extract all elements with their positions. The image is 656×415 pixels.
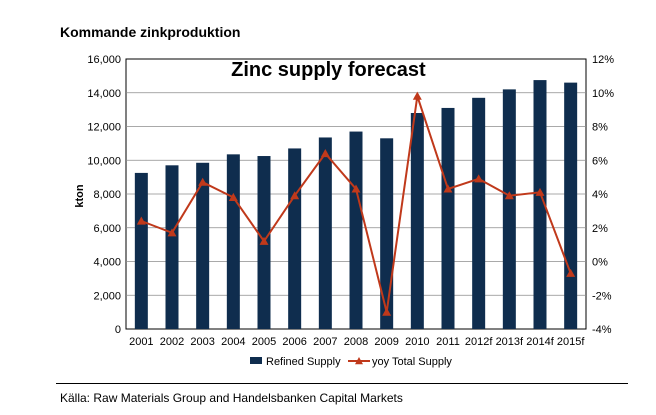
line-point-marker bbox=[259, 236, 269, 245]
bar-refined-supply bbox=[564, 82, 578, 329]
page-heading: Kommande zinkproduktion bbox=[60, 24, 241, 40]
x-tick-label: 2005 bbox=[252, 336, 276, 348]
x-tick-label: 2006 bbox=[282, 336, 306, 348]
right-axis-ticks: -4% -2% 0% 2% 4% 6% 8% 10% 12% bbox=[592, 54, 614, 336]
right-tick-label: 12% bbox=[592, 54, 614, 66]
line-point-marker bbox=[474, 174, 484, 183]
right-tick-label: 0% bbox=[592, 257, 608, 269]
left-tick-label: 12,000 bbox=[87, 122, 121, 134]
right-tick-label: 10% bbox=[592, 88, 614, 100]
line-series bbox=[136, 91, 576, 316]
right-tick-label: 6% bbox=[592, 155, 608, 167]
line-point-marker bbox=[382, 307, 392, 316]
bar-refined-supply bbox=[288, 148, 302, 329]
x-tick-label: 2014f bbox=[526, 336, 554, 348]
line-point-marker bbox=[290, 191, 300, 200]
line-point-marker bbox=[351, 184, 361, 193]
legend-bar-swatch bbox=[250, 357, 262, 364]
bar-refined-supply bbox=[349, 131, 363, 329]
left-axis-ticks: 0 2,000 4,000 6,000 8,000 10,000 12,000 14,000 1… bbox=[87, 54, 121, 336]
line-point-marker bbox=[443, 184, 453, 193]
bar-refined-supply bbox=[196, 162, 210, 329]
line-point-marker bbox=[504, 191, 514, 200]
bar-refined-supply bbox=[410, 113, 424, 329]
right-tick-label: -2% bbox=[592, 290, 612, 302]
x-tick-label: 2008 bbox=[344, 336, 368, 348]
left-tick-label: 10,000 bbox=[87, 155, 121, 167]
bar-refined-supply bbox=[165, 165, 179, 329]
line-point-marker bbox=[167, 228, 177, 237]
source-divider bbox=[56, 383, 628, 384]
bar-refined-supply bbox=[441, 107, 455, 329]
left-tick-label: 16,000 bbox=[87, 54, 121, 66]
right-tick-label: 8% bbox=[592, 122, 608, 134]
legend-line-marker bbox=[355, 357, 363, 365]
zinc-supply-chart: 0 2,000 4,000 6,000 8,000 10,000 12,000 14,000 1… bbox=[74, 54, 614, 368]
line-point-marker bbox=[566, 268, 576, 277]
line-point-marker bbox=[228, 192, 238, 201]
line-point-marker bbox=[198, 177, 208, 186]
bar-series bbox=[134, 80, 578, 329]
left-tick-label: 8,000 bbox=[93, 189, 121, 201]
left-tick-label: 6,000 bbox=[93, 223, 121, 235]
left-tick-label: 0 bbox=[115, 324, 121, 336]
x-tick-label: 2011 bbox=[436, 336, 460, 348]
x-tick-label: 2003 bbox=[190, 336, 214, 348]
bar-refined-supply bbox=[380, 138, 394, 329]
left-tick-label: 2,000 bbox=[93, 290, 121, 302]
left-tick-label: 14,000 bbox=[87, 88, 121, 100]
right-tick-label: 4% bbox=[592, 189, 608, 201]
x-tick-label: 2009 bbox=[374, 336, 398, 348]
x-tick-label: 2013f bbox=[496, 336, 524, 348]
bar-refined-supply bbox=[472, 97, 486, 329]
x-tick-label: 2007 bbox=[313, 336, 337, 348]
legend: Refined Supply yoy Total Supply bbox=[250, 356, 452, 368]
line-point-marker bbox=[136, 216, 146, 225]
bar-refined-supply bbox=[134, 172, 148, 329]
x-tick-label: 2002 bbox=[160, 336, 184, 348]
x-tick-label: 2012f bbox=[465, 336, 493, 348]
x-axis-ticks: 2001 2002 2003 2004 2005 2006 2007 2008 2009 2010… bbox=[129, 336, 585, 348]
bar-refined-supply bbox=[502, 89, 516, 329]
left-tick-label: 4,000 bbox=[93, 257, 121, 269]
legend-yoy-total-supply: yoy Total Supply bbox=[372, 356, 452, 368]
x-tick-label: 2004 bbox=[221, 336, 245, 348]
line-point-marker bbox=[320, 149, 330, 158]
x-tick-label: 2001 bbox=[129, 336, 153, 348]
bar-refined-supply bbox=[318, 137, 332, 329]
y-axis-label: kton bbox=[74, 184, 86, 208]
x-tick-label: 2010 bbox=[405, 336, 429, 348]
line-point-marker bbox=[535, 187, 545, 196]
chart-title: Zinc supply forecast bbox=[231, 59, 426, 81]
bar-refined-supply bbox=[533, 80, 547, 329]
right-tick-label: -4% bbox=[592, 324, 612, 336]
right-tick-label: 2% bbox=[592, 223, 608, 235]
x-tick-label: 2015f bbox=[557, 336, 585, 348]
bar-refined-supply bbox=[226, 154, 240, 329]
source-note: Källa: Raw Materials Group and Handelsba… bbox=[60, 391, 403, 405]
legend-refined-supply: Refined Supply bbox=[266, 356, 341, 368]
line-point-marker bbox=[412, 91, 422, 100]
